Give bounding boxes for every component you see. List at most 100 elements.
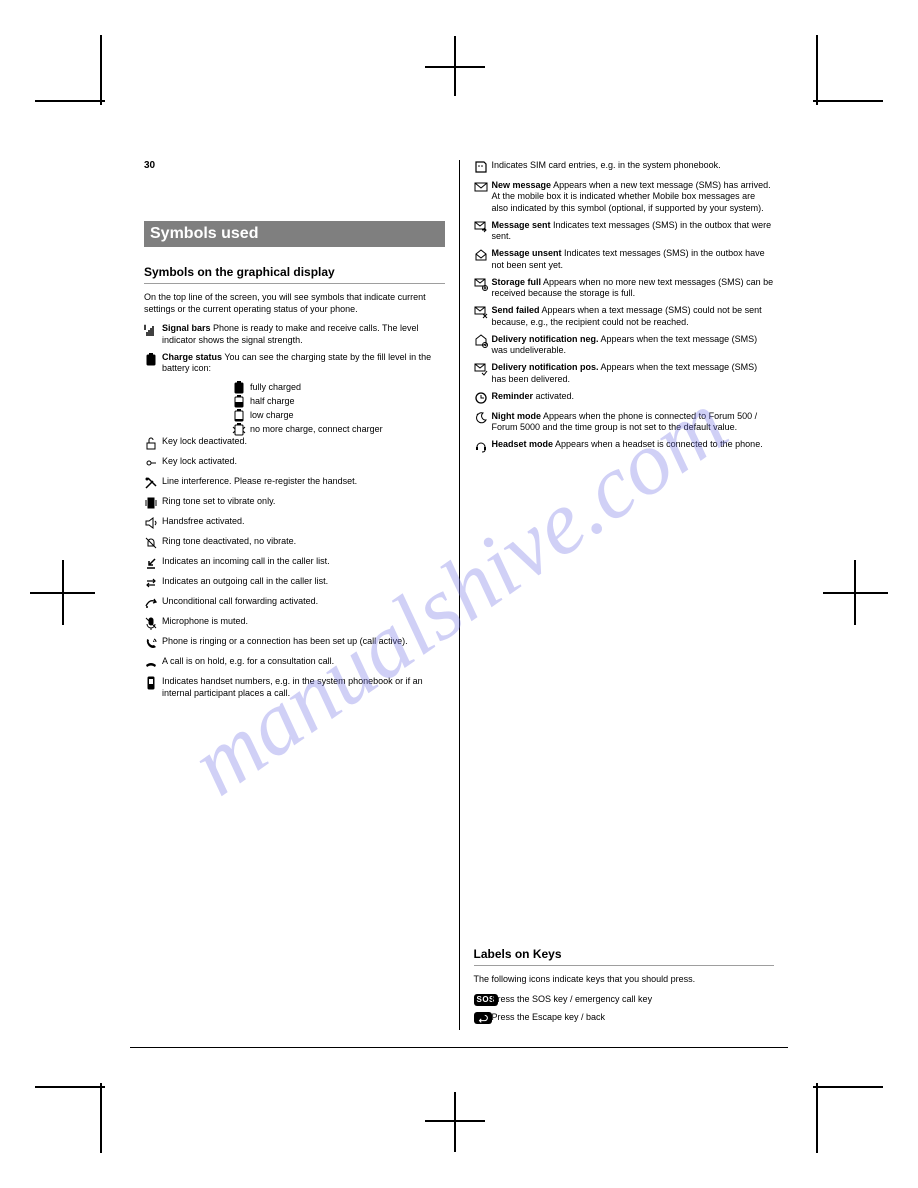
signal-icon — [144, 323, 162, 337]
unlock-icon — [144, 436, 162, 450]
page-number: 30 — [144, 160, 445, 171]
arrow-in-icon — [144, 556, 162, 570]
icon-row: Ring tone deactivated, no vibrate. — [144, 536, 445, 550]
icon-row-battery: Charge status You can see the charging s… — [144, 352, 445, 375]
section-lead: The following icons indicate keys that y… — [474, 974, 775, 986]
icon-row: Microphone is muted. — [144, 616, 445, 630]
icon-row: Message sent Indicates text messages (SM… — [474, 220, 775, 243]
section-heading: Labels on Keys — [474, 947, 775, 966]
envelope-up-icon — [474, 248, 492, 262]
row-text: Indicates an outgoing call in the caller… — [162, 576, 445, 587]
icon-row: Handsfree activated. — [144, 516, 445, 530]
bell-off-icon — [144, 536, 162, 550]
row-label: Charge status — [162, 352, 222, 362]
row-label: Message unsent — [492, 248, 562, 258]
row-label: Send failed — [492, 305, 540, 315]
row-text: Indicates handset numbers, e.g. in the s… — [162, 676, 445, 699]
footer-rule — [130, 1047, 788, 1048]
envelope-plus-icon — [474, 277, 492, 291]
icon-row: Indicates an incoming call in the caller… — [144, 556, 445, 570]
row-label: Signal bars — [162, 323, 211, 333]
row-text: Phone is ringing or a connection has bee… — [162, 636, 445, 647]
row-text: Handsfree activated. — [162, 516, 445, 527]
crop-mark — [35, 1086, 105, 1088]
row-label: Reminder — [492, 391, 534, 401]
icon-row: Reminder activated. — [474, 391, 775, 405]
icon-row: Key lock activated. — [144, 456, 445, 470]
icon-row-signal: Signal bars Phone is ready to make and r… — [144, 323, 445, 346]
icon-row: Line interference. Please re-register th… — [144, 476, 445, 490]
row-label: Headset mode — [492, 439, 554, 449]
crop-mark — [100, 1083, 102, 1153]
crop-mark — [454, 36, 456, 96]
row-text: Ring tone deactivated, no vibrate. — [162, 536, 445, 547]
icon-row: Indicates an outgoing call in the caller… — [144, 576, 445, 590]
right-column: Indicates SIM card entries, e.g. in the … — [460, 160, 789, 1030]
row-text: Press the SOS key / emergency call key — [492, 994, 775, 1005]
state-text: no more charge, connect charger — [250, 423, 383, 435]
headset-icon — [474, 439, 492, 453]
icon-row: Phone is ringing or a connection has bee… — [144, 636, 445, 650]
row-text: Line interference. Please re-register th… — [162, 476, 445, 487]
battery-state-low: low charge — [144, 408, 445, 422]
row-label: Delivery notification neg. — [492, 334, 599, 344]
crop-mark — [813, 100, 883, 102]
icon-row: Night mode Appears when the phone is con… — [474, 411, 775, 434]
envelope-check-icon — [474, 362, 492, 376]
envelope-icon — [474, 180, 492, 194]
left-column: 30 Symbols used Symbols on the graphical… — [130, 160, 459, 1030]
icon-row: Message unsent Indicates text messages (… — [474, 248, 775, 271]
crop-mark — [35, 100, 105, 102]
state-text: low charge — [250, 409, 294, 421]
envelope-clock-icon — [474, 334, 492, 348]
icon-row: Unconditional call forwarding activated. — [144, 596, 445, 610]
sos-icon: SOS — [474, 994, 492, 1006]
battery-full-icon — [232, 380, 250, 394]
row-text: Press the Escape key / back — [492, 1012, 775, 1023]
fwd-uncond-icon — [144, 596, 162, 610]
moon-icon — [474, 411, 492, 425]
speaker-icon — [144, 516, 162, 530]
crop-mark — [813, 1086, 883, 1088]
page-content: 30 Symbols used Symbols on the graphical… — [130, 160, 788, 1030]
icon-row: Delivery notification pos. Appears when … — [474, 362, 775, 385]
icon-row: Storage full Appears when no more new te… — [474, 277, 775, 300]
phone-ring-icon — [144, 636, 162, 650]
state-text: fully charged — [250, 381, 301, 393]
handset-icon — [144, 676, 162, 690]
mic-off-icon — [144, 616, 162, 630]
battery-half-icon — [232, 394, 250, 408]
row-desc: activated. — [536, 391, 575, 401]
clock-icon — [474, 391, 492, 405]
row-text: Unconditional call forwarding activated. — [162, 596, 445, 607]
state-text: half charge — [250, 395, 295, 407]
row-label: Storage full — [492, 277, 542, 287]
crop-mark — [854, 560, 856, 625]
row-text: Ring tone set to vibrate only. — [162, 496, 445, 507]
envelope-x-icon — [474, 305, 492, 319]
icon-row: Headset mode Appears when a headset is c… — [474, 439, 775, 453]
section-heading: Symbols on the graphical display — [144, 265, 445, 284]
phone-hold-icon — [144, 656, 162, 670]
back-icon — [474, 1012, 492, 1024]
icon-row-back: Press the Escape key / back — [474, 1012, 775, 1024]
row-text: Microphone is muted. — [162, 616, 445, 627]
lock-icon — [144, 456, 162, 470]
icon-row: Delivery notification neg. Appears when … — [474, 334, 775, 357]
icon-row: Ring tone set to vibrate only. — [144, 496, 445, 510]
icon-row: A call is on hold, e.g. for a consultati… — [144, 656, 445, 670]
icon-row: Send failed Appears when a text message … — [474, 305, 775, 328]
battery-full-icon — [144, 352, 162, 366]
crop-mark — [816, 1083, 818, 1153]
crop-mark — [100, 35, 102, 105]
battery-state-half: half charge — [144, 394, 445, 408]
battery-state-empty: no more charge, connect charger — [144, 422, 445, 436]
icon-row-sos: SOS Press the SOS key / emergency call k… — [474, 994, 775, 1006]
row-label: New message — [492, 180, 552, 190]
arrow-both-icon — [144, 576, 162, 590]
row-label: Message sent — [492, 220, 551, 230]
row-text: Key lock deactivated. — [162, 436, 445, 447]
row-text: Indicates an incoming call in the caller… — [162, 556, 445, 567]
section-lead: On the top line of the screen, you will … — [144, 292, 445, 315]
icon-row: Indicates handset numbers, e.g. in the s… — [144, 676, 445, 699]
